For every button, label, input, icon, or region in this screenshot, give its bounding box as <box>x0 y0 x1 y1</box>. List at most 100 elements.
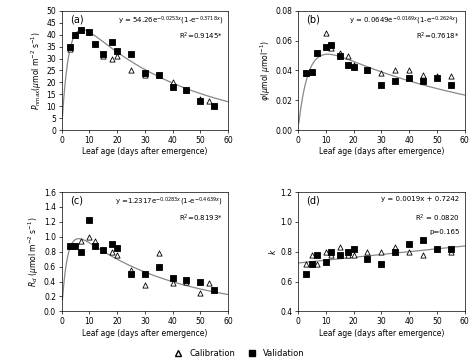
Point <box>86 29 93 35</box>
Point <box>405 249 413 254</box>
Point <box>127 51 135 57</box>
Point <box>108 249 115 254</box>
Point <box>155 72 163 78</box>
Point <box>182 277 190 283</box>
Point <box>72 32 79 38</box>
Text: y = 54.26e$^{-0.0253x}$(1-e$^{-0.3718x}$): y = 54.26e$^{-0.0253x}$(1-e$^{-0.3718x}$… <box>118 14 223 27</box>
Point <box>182 87 190 92</box>
Point <box>377 83 385 88</box>
Text: R$^2$=0.9145*: R$^2$=0.9145* <box>179 31 223 42</box>
Text: (a): (a) <box>70 14 83 25</box>
Text: R$^2$=0.7618*: R$^2$=0.7618* <box>416 31 459 42</box>
Point <box>314 50 321 55</box>
Point <box>322 259 329 265</box>
Point <box>419 78 427 84</box>
Point <box>169 84 176 90</box>
Point <box>100 247 107 253</box>
Point <box>302 71 310 76</box>
Point <box>141 271 149 277</box>
Point <box>419 72 427 78</box>
Point <box>108 39 115 45</box>
Point <box>405 241 413 247</box>
X-axis label: Leaf age (days after emergence): Leaf age (days after emergence) <box>82 147 208 156</box>
Point <box>377 71 385 76</box>
Point <box>66 243 74 249</box>
Point <box>77 27 85 33</box>
Point <box>91 41 99 47</box>
Point <box>197 291 204 296</box>
Point <box>322 30 329 36</box>
Point <box>377 261 385 266</box>
Point <box>155 264 163 269</box>
Point <box>169 275 176 281</box>
Text: (d): (d) <box>306 196 320 206</box>
X-axis label: Leaf age (days after emergence): Leaf age (days after emergence) <box>82 329 208 338</box>
Point <box>447 73 455 79</box>
Text: (c): (c) <box>70 196 83 206</box>
Point <box>322 249 329 254</box>
Point <box>113 49 121 54</box>
Point <box>77 249 85 254</box>
Text: y = 0.0649e$^{-0.0169x}$(1-e$^{-0.2624x}$): y = 0.0649e$^{-0.0169x}$(1-e$^{-0.2624x}… <box>349 14 459 27</box>
Point <box>113 252 121 258</box>
Point <box>127 268 135 273</box>
Point <box>328 249 335 254</box>
Point <box>364 256 371 262</box>
Point <box>155 250 163 256</box>
Point <box>364 249 371 254</box>
Point <box>169 280 176 286</box>
Point <box>350 252 357 258</box>
Text: R$^2$=0.8193*: R$^2$=0.8193* <box>180 212 223 224</box>
Point <box>127 271 135 277</box>
Point <box>127 68 135 73</box>
Point <box>108 241 115 247</box>
Point <box>308 261 316 266</box>
Point <box>344 249 352 254</box>
Point <box>433 246 440 252</box>
Point <box>336 252 344 258</box>
Point <box>405 75 413 81</box>
Point <box>314 252 321 258</box>
Point <box>314 261 321 266</box>
Y-axis label: $R_d$ ($\mu$mol m$^{-2}$ s$^{-1}$): $R_d$ ($\mu$mol m$^{-2}$ s$^{-1}$) <box>27 216 41 287</box>
Point <box>350 246 357 252</box>
Point <box>72 243 79 249</box>
Point <box>141 70 149 76</box>
Text: p=0.165: p=0.165 <box>429 229 459 235</box>
Point <box>72 32 79 38</box>
Point <box>155 72 163 78</box>
Point <box>210 287 218 293</box>
Text: y = 0.0019x + 0.7242: y = 0.0019x + 0.7242 <box>382 196 459 202</box>
Point <box>91 238 99 244</box>
Point <box>66 243 74 249</box>
Point <box>336 50 344 55</box>
Point <box>302 271 310 277</box>
Legend: Calibration, Validation: Calibration, Validation <box>170 349 304 358</box>
Point <box>77 237 85 243</box>
Point <box>100 53 107 59</box>
Point <box>433 75 440 81</box>
Point <box>302 71 310 76</box>
Point <box>72 243 79 249</box>
Y-axis label: $P_{nmax}$($\mu$mol m$^{-2}$ s$^{-1}$): $P_{nmax}$($\mu$mol m$^{-2}$ s$^{-1}$) <box>29 31 44 110</box>
Point <box>447 246 455 252</box>
Point <box>100 51 107 57</box>
Point <box>108 56 115 62</box>
Point <box>364 68 371 73</box>
Point <box>364 68 371 73</box>
Point <box>113 245 121 251</box>
Point <box>344 53 352 59</box>
Point <box>182 279 190 285</box>
Point <box>141 72 149 78</box>
Point <box>336 53 344 59</box>
Point <box>113 53 121 59</box>
Point <box>86 29 93 35</box>
Point <box>197 98 204 104</box>
Point <box>308 69 316 75</box>
Point <box>182 87 190 92</box>
Point <box>308 252 316 258</box>
Point <box>308 69 316 75</box>
Point <box>86 217 93 223</box>
Point <box>447 83 455 88</box>
Point <box>66 46 74 52</box>
